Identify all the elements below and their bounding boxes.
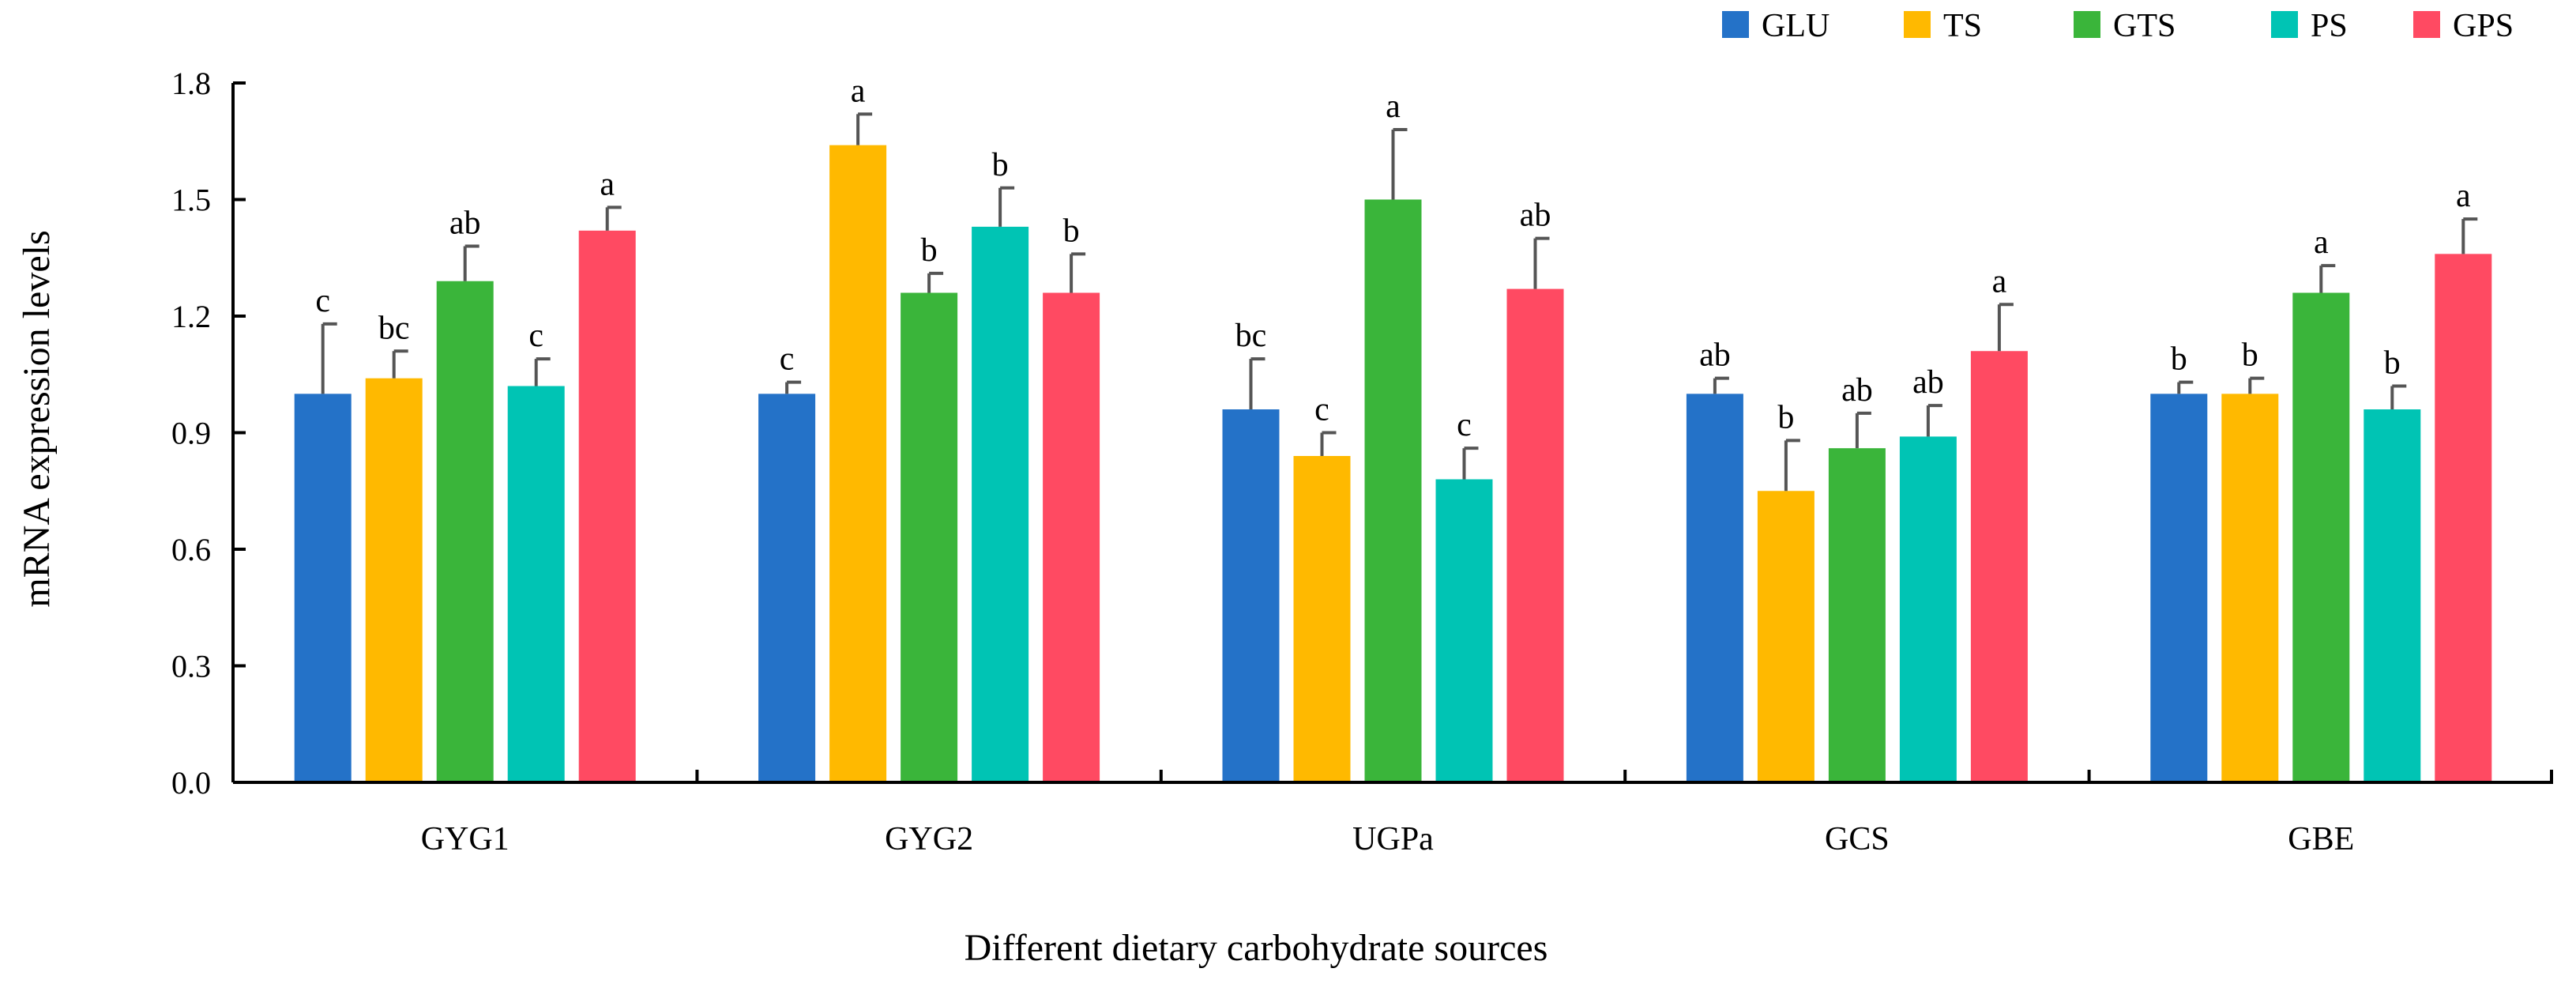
sig-label-ps-ugpa: c: [1457, 407, 1472, 443]
y-axis-label: mRNA expression levels: [16, 230, 58, 607]
legend-label-glu: GLU: [1762, 8, 1830, 44]
bar-glu-gbe: [2150, 394, 2208, 782]
x-tick-label-gbe: GBE: [2288, 821, 2354, 857]
sig-label-gps-gyg2: b: [1063, 213, 1080, 249]
y-tick-label-1: 0.3: [171, 649, 211, 684]
legend: GLU TS GTS PS GPS: [1722, 8, 2514, 44]
bar-ts-ugpa: [1293, 456, 1351, 782]
sig-label-gps-gbe: a: [2456, 178, 2471, 214]
legend-label-gps: GPS: [2453, 8, 2514, 44]
x-tick-label-gcs: GCS: [1825, 821, 1890, 857]
sig-label-gts-gbe: a: [2314, 224, 2329, 261]
bar-ps-ugpa: [1435, 479, 1493, 782]
sig-label-gts-gyg2: b: [921, 232, 938, 269]
error-bars-group: [321, 112, 2478, 492]
bar-gts-gcs: [1828, 448, 1886, 782]
bar-gts-gyg2: [901, 292, 958, 782]
bar-gts-ugpa: [1364, 199, 1422, 782]
sig-label-gps-gcs: a: [1992, 263, 2007, 300]
y-tick-label-3: 0.9: [171, 416, 211, 451]
sig-label-ts-gbe: b: [2242, 337, 2258, 374]
y-tick-label-6: 1.8: [171, 66, 211, 101]
bar-gps-gyg2: [1043, 292, 1100, 782]
bar-ts-gcs: [1757, 491, 1814, 782]
bar-ps-gbe: [2364, 409, 2421, 782]
sig-label-glu-gyg2: c: [780, 341, 795, 378]
x-tick-label-gyg1: GYG1: [421, 821, 510, 857]
sig-label-gts-gyg1: ab: [449, 205, 481, 242]
bar-ps-gyg2: [972, 226, 1029, 783]
bar-ts-gyg2: [829, 145, 887, 782]
legend-swatch-ts: [1904, 11, 1931, 38]
sig-label-gts-ugpa: a: [1386, 89, 1401, 125]
bars-group: [294, 145, 2492, 783]
bar-ps-gcs: [1899, 436, 1957, 782]
sig-label-glu-gyg1: c: [315, 283, 330, 319]
legend-label-gts: GTS: [2113, 8, 2175, 44]
x-tick-label-ugpa: UGPa: [1352, 821, 1434, 857]
sig-label-ps-gyg2: b: [992, 147, 1009, 183]
legend-label-ps: PS: [2311, 8, 2348, 44]
legend-label-ts: TS: [1943, 8, 1982, 44]
bar-gts-gbe: [2292, 292, 2350, 782]
sig-label-ps-gcs: ab: [1912, 364, 1944, 401]
legend-swatch-gps: [2413, 11, 2440, 38]
bar-ps-gyg1: [507, 386, 565, 782]
sig-label-ps-gyg1: c: [528, 318, 543, 354]
sig-label-ts-gcs: b: [1777, 399, 1794, 435]
legend-swatch-gts: [2074, 11, 2100, 38]
bar-gps-ugpa: [1506, 288, 1564, 782]
sig-label-ts-ugpa: c: [1314, 392, 1329, 428]
bar-glu-gcs: [1686, 394, 1743, 782]
sig-label-gps-ugpa: ab: [1520, 198, 1551, 234]
legend-swatch-glu: [1722, 11, 1749, 38]
bar-gts-gyg1: [436, 281, 494, 782]
axes-group: GYG1 GYG2 UGPa GCS GBE 0.0 0.3 0.6 0.9 1.2 1.5 1.8: [171, 66, 2553, 857]
x-axis-label: Different dietary carbohydrate sources: [965, 927, 1548, 969]
sig-label-glu-gbe: b: [2171, 341, 2187, 378]
sig-label-gps-gyg1: a: [600, 166, 615, 202]
sig-label-ps-gbe: b: [2384, 345, 2401, 382]
bar-gps-gyg1: [578, 230, 636, 782]
bar-glu-gyg1: [294, 394, 352, 782]
y-tick-label-5: 1.5: [171, 183, 211, 218]
y-tick-label-0: 0.0: [171, 765, 211, 801]
bar-ts-gbe: [2221, 394, 2279, 782]
bar-glu-gyg2: [758, 394, 816, 782]
bar-glu-ugpa: [1222, 409, 1280, 782]
sig-label-glu-ugpa: bc: [1235, 318, 1267, 354]
sig-label-ts-gyg2: a: [851, 73, 866, 109]
x-tick-label-gyg2: GYG2: [885, 821, 973, 857]
sig-label-gts-gcs: ab: [1841, 372, 1873, 409]
bar-ts-gyg1: [365, 378, 423, 782]
legend-swatch-ps: [2271, 11, 2298, 38]
sig-label-glu-gcs: ab: [1699, 337, 1731, 374]
bar-gps-gcs: [1970, 351, 2028, 782]
y-tick-label-4: 1.2: [171, 299, 211, 334]
bar-gps-gbe: [2435, 254, 2492, 782]
y-tick-label-2: 0.6: [171, 532, 211, 567]
sig-label-ts-gyg1: bc: [378, 310, 410, 346]
